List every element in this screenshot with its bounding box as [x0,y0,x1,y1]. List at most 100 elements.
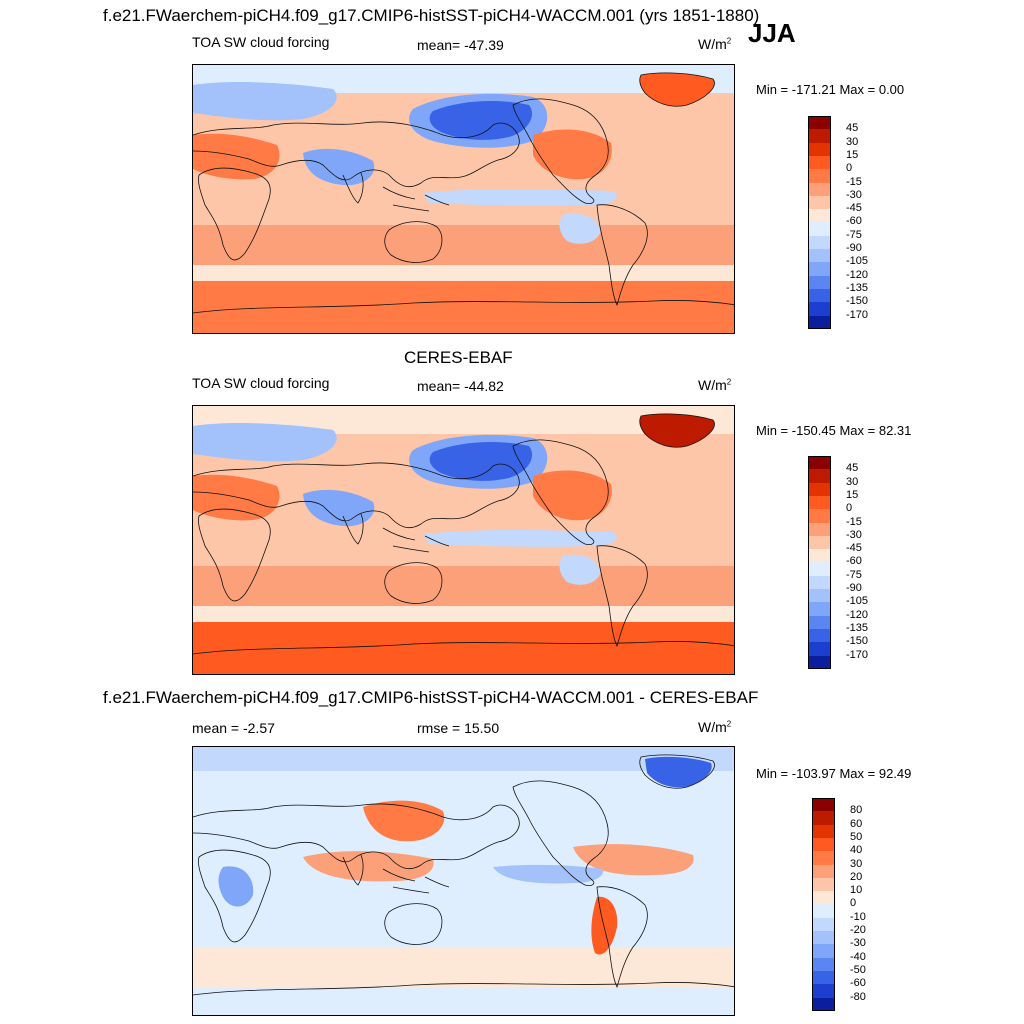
panel-2-map-field [193,406,734,674]
colorbar-swatch [808,182,831,197]
colorbar-swatch [808,142,831,157]
colorbar-tick-label: -50 [850,963,866,976]
colorbar-tick-label: -60 [846,215,862,228]
panel-3-mean-label: mean = -2.57 [192,720,275,736]
sahara-region [193,474,280,521]
colorbar-swatch [808,222,831,237]
colorbar-tick-label: -40 [850,950,866,963]
panel-2-variable-label: TOA SW cloud forcing [192,375,330,391]
colorbar-tick-label: -135 [846,621,869,634]
colorbar-swatch [808,549,831,563]
colorbar-tick-label: 0 [846,502,853,515]
colorbar-tick-label: -15 [846,175,862,188]
subtropical-south-band [193,225,734,265]
colorbar-swatch [808,602,831,617]
colorbar-swatch [808,262,831,277]
sahara-region [193,133,280,180]
colorbar-swatch [812,917,835,932]
colorbar-swatch [808,288,831,303]
panel-3-minmax: Min = -103.97 Max = 92.49 [756,766,912,781]
colorbar-swatch [808,575,831,590]
north-atlantic-cloud-deck [193,82,337,121]
north-atlantic-cloud-deck [193,423,337,462]
southern-ocean-band [193,987,734,1015]
southern-ocean-band [193,622,734,674]
southern-mid-band [193,265,734,281]
colorbar-frame [808,456,831,669]
colorbar-tick-label: 45 [846,122,859,135]
colorbar-tick-label: 10 [850,884,863,897]
colorbar-tick-label: -60 [846,555,862,568]
southern-mid-band [193,947,734,987]
panel-3-units: W/m2 [698,719,732,735]
panel-1-minmax: Min = -171.21 Max = 0.00 [756,82,905,97]
colorbar-tick-label: 30 [846,475,859,488]
colorbar-swatch [808,155,831,170]
colorbar-swatch [808,482,831,497]
colorbar-swatch [808,195,831,210]
colorbar-tick-label: -75 [846,568,862,581]
colorbar-swatch [808,589,831,603]
colorbar-tick-label: 0 [850,897,857,910]
colorbar-swatch [808,642,831,657]
colorbar-swatch [808,209,831,223]
coastlines [193,754,734,996]
panel-2-minmax: Min = -150.45 Max = 82.31 [756,423,912,438]
panel-1-map [192,64,735,334]
subtropical-south-band [193,566,734,606]
greenland-region [639,72,715,107]
colorbar-swatch [808,509,831,524]
colorbar-swatch [808,169,831,184]
panel-1-map-field [193,65,734,333]
colorbar-swatch [812,824,835,839]
colorbar-tick-label: -135 [846,281,869,294]
atlantic-positive-region [573,844,694,876]
panel-2-mean-label: mean= -44.82 [417,378,504,394]
colorbar-tick-label: -10 [850,910,866,923]
itcz-cloud-band [423,189,617,206]
colorbar-tick-label: 50 [850,830,863,843]
colorbar-swatch [812,877,835,892]
colorbar-tick-label: -60 [850,977,866,990]
colorbar-tick-label: -170 [846,308,869,321]
colorbar-swatch [812,984,835,999]
coastlines [193,72,734,314]
colorbar-tick-label: -120 [846,268,869,281]
colorbar-tick-label: 15 [846,148,859,161]
itcz-cloud-band [423,530,617,547]
colorbar-tick-label: 15 [846,488,859,501]
colorbar-tick-label: -45 [846,202,862,215]
panel-1-variable-label: TOA SW cloud forcing [192,34,330,50]
colorbar-tick-label: -45 [846,542,862,555]
colorbar-frame [812,798,835,1011]
colorbar-swatch [808,535,831,550]
colorbar-tick-label: -30 [846,528,862,541]
colorbar-tick-label: -30 [850,937,866,950]
colorbar-tick-label: -90 [846,582,862,594]
panel-2-units: W/m2 [698,377,732,393]
southern-mid-band [193,606,734,622]
panel-3-title: f.e21.FWaerchem-piCH4.f09_g17.CMIP6-hist… [103,688,759,707]
colorbar-swatch [812,904,835,919]
colorbar-swatch [808,522,831,537]
colorbar-swatch [808,655,831,670]
colorbar-tick-label: 20 [850,870,863,883]
southern-ocean-band [193,281,734,333]
colorbar-swatch [808,469,831,484]
colorbar-tick-label: 30 [850,857,863,870]
colorbar-tick-label: 80 [850,804,863,817]
colorbar-swatch [808,456,831,470]
colorbar-tick-label: -170 [846,648,869,661]
colorbar-swatch [812,931,835,945]
colorbar-swatch [808,116,831,130]
colorbar-swatch [808,302,831,317]
colorbar-swatch [812,970,835,985]
colorbar-swatch [812,864,835,879]
north-pacific-core [429,442,533,481]
colorbar-tick-label: -120 [846,608,869,621]
colorbar-frame [808,116,831,329]
colorbar-swatch [808,235,831,250]
african-negative-region [218,866,254,907]
asian-monsoon-region [303,148,375,186]
stratocumulus-deck [559,213,601,244]
